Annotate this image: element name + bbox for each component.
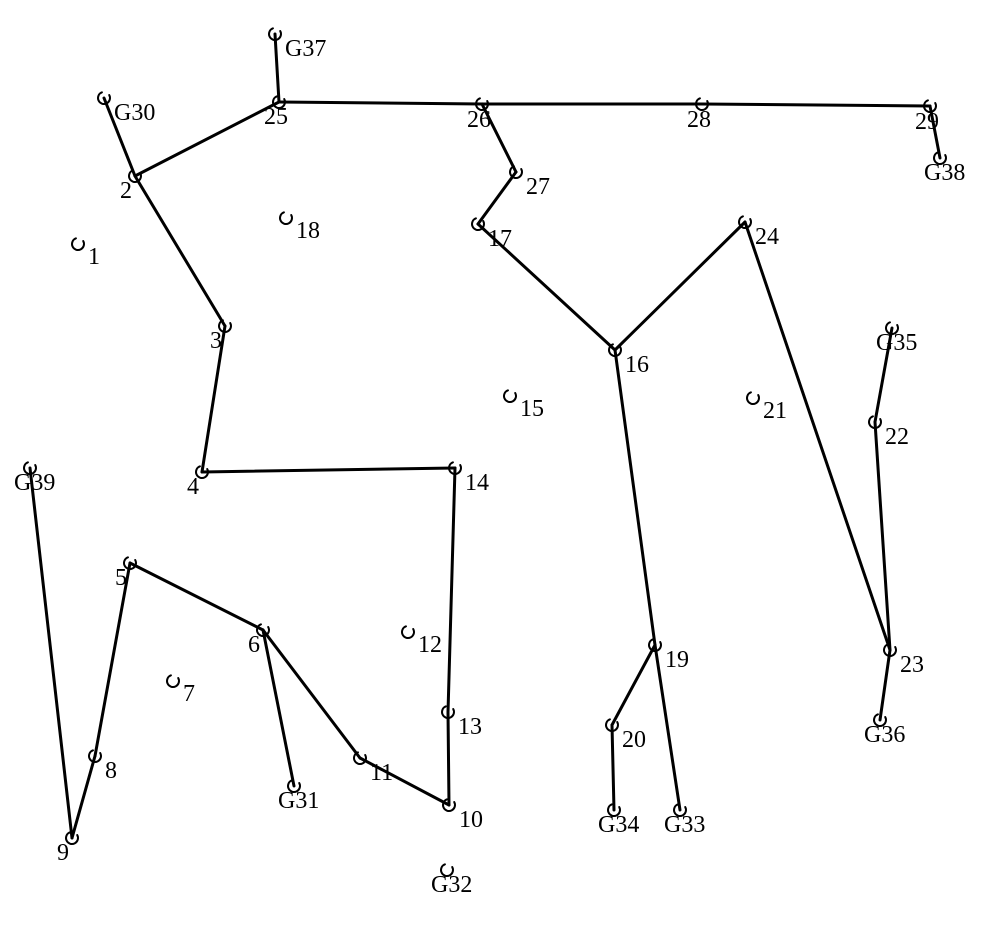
node-1 — [72, 238, 84, 250]
edge-16-24 — [615, 222, 745, 350]
edge-8-9 — [72, 756, 95, 838]
edge-25-26 — [279, 102, 482, 104]
edge-2-3 — [135, 176, 225, 326]
label-12: 12 — [418, 632, 442, 658]
label-21: 21 — [763, 398, 787, 424]
label-G36: G36 — [864, 722, 905, 748]
label-10: 10 — [459, 807, 483, 833]
edge-27-17 — [478, 172, 516, 224]
label-27: 27 — [526, 174, 550, 200]
label-G39: G39 — [14, 470, 55, 496]
label-20: 20 — [622, 727, 646, 753]
edge-16-19 — [615, 350, 655, 645]
label-19: 19 — [665, 647, 689, 673]
label-8: 8 — [105, 758, 117, 784]
label-29: 29 — [915, 109, 939, 135]
edge-2-25 — [135, 102, 279, 176]
label-14: 14 — [465, 470, 489, 496]
label-16: 16 — [625, 352, 649, 378]
node-21 — [747, 392, 759, 404]
label-G33: G33 — [664, 812, 705, 838]
label-5: 5 — [115, 565, 127, 591]
label-G32: G32 — [431, 872, 472, 898]
node-18 — [280, 212, 292, 224]
label-G34: G34 — [598, 812, 639, 838]
label-9: 9 — [57, 840, 69, 866]
label-24: 24 — [755, 224, 779, 250]
label-11: 11 — [370, 760, 393, 786]
edge-5-8 — [95, 563, 130, 756]
edge-28-29 — [702, 104, 930, 106]
edges-group — [30, 34, 940, 838]
edge-13-10 — [448, 712, 449, 805]
edge-20-G34 — [612, 725, 614, 810]
label-G30: G30 — [114, 100, 155, 126]
label-17: 17 — [488, 226, 512, 252]
label-G38: G38 — [924, 160, 965, 186]
label-G31: G31 — [278, 788, 319, 814]
edge-9-G39 — [30, 468, 72, 838]
label-7: 7 — [183, 681, 195, 707]
network-diagram: 1234567891011121314151617181920212223242… — [0, 0, 1000, 939]
label-G35: G35 — [876, 330, 917, 356]
edge-25-G37 — [275, 34, 279, 102]
label-15: 15 — [520, 396, 544, 422]
label-22: 22 — [885, 424, 909, 450]
label-G37: G37 — [285, 36, 326, 62]
edge-19-20 — [612, 645, 655, 725]
node-15 — [504, 390, 516, 402]
label-28: 28 — [687, 107, 711, 133]
node-7 — [167, 675, 179, 687]
label-3: 3 — [210, 328, 222, 354]
nodes-group — [24, 28, 946, 876]
label-13: 13 — [458, 714, 482, 740]
label-18: 18 — [296, 218, 320, 244]
label-1: 1 — [88, 244, 100, 270]
label-2: 2 — [120, 178, 132, 204]
edge-24-23 — [745, 222, 890, 650]
edge-11-6 — [263, 630, 360, 758]
edge-14-13 — [448, 468, 455, 712]
label-6: 6 — [248, 632, 260, 658]
edge-6-5 — [130, 563, 263, 630]
node-12 — [402, 626, 414, 638]
edge-4-14 — [202, 468, 455, 472]
label-4: 4 — [187, 474, 199, 500]
label-23: 23 — [900, 652, 924, 678]
edge-23-G36 — [880, 650, 890, 720]
label-26: 26 — [467, 107, 491, 133]
edge-6-G31 — [263, 630, 294, 786]
label-25: 25 — [264, 104, 288, 130]
